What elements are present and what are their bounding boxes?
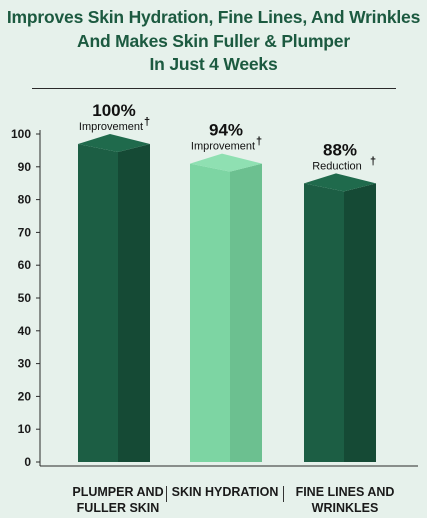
category-label-line: PLUMPER AND <box>72 485 164 499</box>
value-sublabel: Improvement <box>191 141 255 153</box>
category-label-line: SKIN HYDRATION <box>171 485 279 499</box>
y-tick-label: 30 <box>18 357 32 371</box>
value-label: 100% <box>92 101 135 120</box>
dagger-mark: † <box>370 155 376 167</box>
chart-title: Improves Skin Hydration, Fine Lines, And… <box>0 6 427 77</box>
category-separator <box>166 486 167 502</box>
y-tick-label: 80 <box>18 193 32 207</box>
bar-side-face <box>344 183 376 463</box>
dagger-mark: † <box>256 136 262 148</box>
dagger-mark: † <box>144 116 150 128</box>
bar-front-face <box>190 163 230 462</box>
title-line-2: And Makes Skin Fuller & Plumper <box>77 30 350 51</box>
category-label-fine-lines: FINE LINES AND WRINKLES <box>285 484 405 516</box>
bar-side-face <box>118 144 150 462</box>
y-tick-label: 40 <box>18 324 32 338</box>
category-label-line: FINE LINES AND <box>295 485 395 499</box>
title-line-1: Improves Skin Hydration, Fine Lines, And… <box>6 7 421 27</box>
y-tick-label: 70 <box>18 225 32 239</box>
bar-top-face <box>190 153 262 172</box>
bar-side-face <box>230 163 262 462</box>
value-sublabel: Reduction <box>312 160 362 172</box>
y-tick-label: 0 <box>24 455 31 469</box>
y-tick-label: 20 <box>18 389 32 403</box>
category-separator <box>283 486 284 502</box>
category-label-plumper: PLUMPER AND FULLER SKIN <box>58 484 178 516</box>
value-sublabel: Improvement <box>79 121 143 133</box>
value-label: 94% <box>209 121 243 140</box>
category-label-line: FULLER SKIN <box>76 501 160 515</box>
category-label-line: WRINKLES <box>311 501 379 515</box>
bar-front-face <box>304 183 344 463</box>
y-tick-label: 60 <box>18 258 32 272</box>
y-tick-label: 50 <box>18 291 32 305</box>
title-divider <box>32 88 396 89</box>
bar-top-face <box>78 134 150 152</box>
value-label: 88% <box>323 140 357 159</box>
y-tick-label: 10 <box>18 422 32 436</box>
title-line-3: In Just 4 Weeks <box>149 54 278 74</box>
y-tick-label: 100 <box>11 127 31 141</box>
bar-front-face <box>78 144 118 462</box>
y-tick-label: 90 <box>18 160 32 174</box>
category-label-hydration: SKIN HYDRATION <box>170 484 280 500</box>
bar-top-face <box>304 173 376 192</box>
